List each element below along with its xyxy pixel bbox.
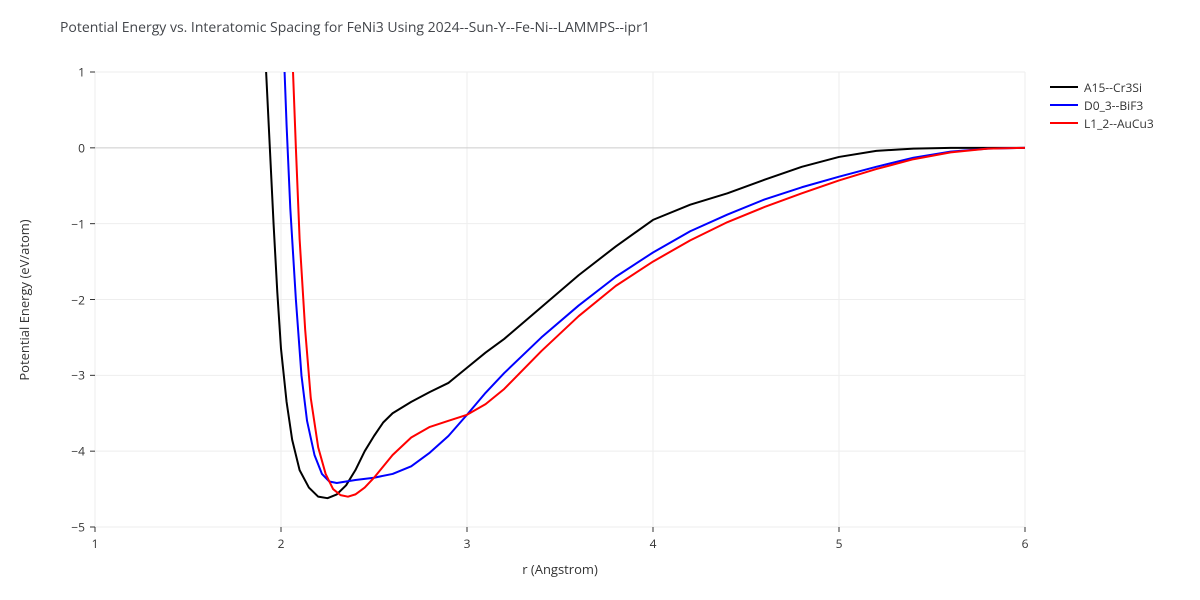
y-tick-label: 0 bbox=[78, 139, 85, 156]
x-tick-label: 5 bbox=[836, 535, 843, 552]
legend-item[interactable]: L1_2--AuCu3 bbox=[1050, 114, 1154, 132]
legend: A15--Cr3SiD0_3--BiF3L1_2--AuCu3 bbox=[1050, 78, 1154, 132]
legend-swatch bbox=[1050, 104, 1078, 106]
y-tick-label: −2 bbox=[71, 291, 85, 308]
legend-item[interactable]: D0_3--BiF3 bbox=[1050, 96, 1154, 114]
legend-swatch bbox=[1050, 86, 1078, 88]
legend-label: D0_3--BiF3 bbox=[1084, 97, 1143, 114]
x-tick-label: 6 bbox=[1022, 535, 1029, 552]
x-tick-label: 2 bbox=[278, 535, 285, 552]
x-tick-label: 4 bbox=[650, 535, 657, 552]
y-axis-label: Potential Energy (eV/atom) bbox=[15, 219, 33, 380]
y-tick-label: 1 bbox=[78, 64, 85, 81]
x-tick-label: 1 bbox=[92, 535, 99, 552]
y-tick-label: −3 bbox=[71, 367, 85, 384]
y-tick-label: −1 bbox=[71, 215, 85, 232]
x-axis-label: r (Angstrom) bbox=[522, 560, 598, 578]
legend-item[interactable]: A15--Cr3Si bbox=[1050, 78, 1154, 96]
legend-label: L1_2--AuCu3 bbox=[1084, 115, 1154, 132]
legend-label: A15--Cr3Si bbox=[1084, 79, 1142, 96]
chart-plot bbox=[0, 0, 1200, 600]
legend-swatch bbox=[1050, 122, 1078, 124]
y-tick-label: −5 bbox=[71, 519, 85, 536]
y-tick-label: −4 bbox=[71, 443, 85, 460]
x-tick-label: 3 bbox=[464, 535, 471, 552]
